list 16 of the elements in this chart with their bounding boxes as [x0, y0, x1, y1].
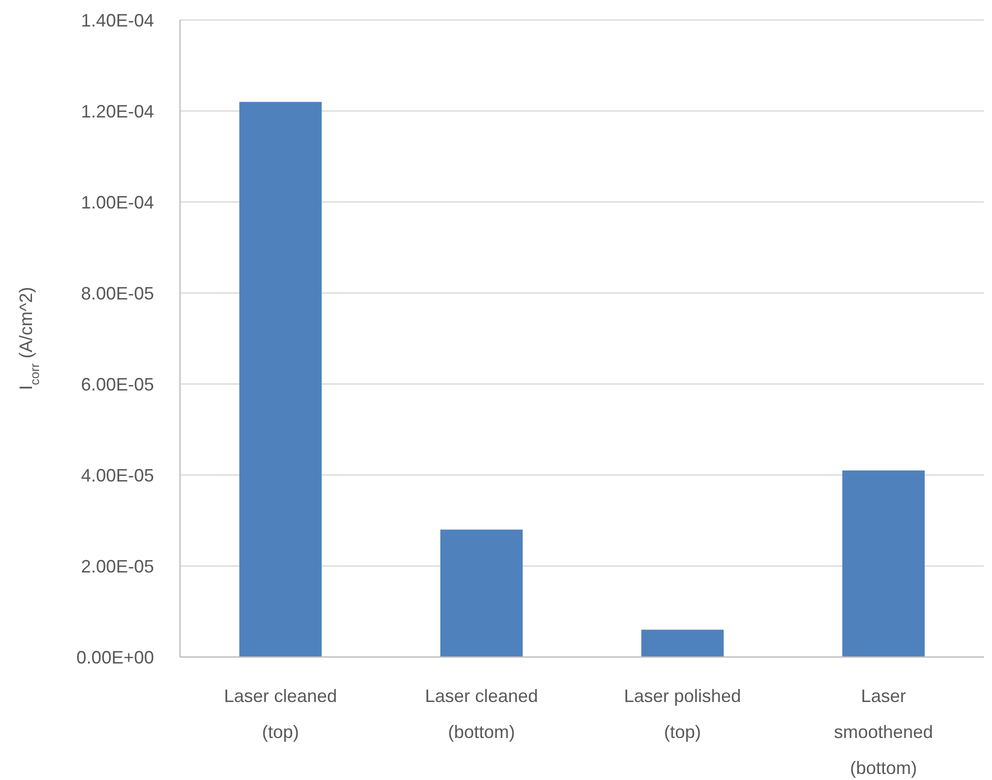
bar: [440, 530, 523, 657]
y-tick-label: 0.00E+00: [76, 647, 154, 668]
x-tick-label: Laser cleaned (bottom): [424, 686, 538, 742]
x-tick-label: Laser cleaned (top): [224, 686, 338, 742]
bar: [641, 630, 724, 657]
y-tick-label: 6.00E-05: [80, 374, 154, 394]
y-tick-label: 4.00E-05: [80, 465, 154, 486]
y-tick-label: 1.40E-04: [80, 10, 154, 30]
bar: [842, 470, 925, 657]
y-tick-label: 2.00E-05: [80, 556, 154, 576]
x-tick-label: Laser polished (top): [624, 686, 742, 742]
y-tick-label: 1.00E-04: [80, 192, 154, 212]
y-tick-label: 8.00E-05: [80, 283, 154, 304]
y-tick-label: 1.20E-04: [80, 101, 154, 122]
bar: [239, 102, 322, 657]
x-tick-label: Laser smoothened (bottom): [834, 686, 934, 778]
